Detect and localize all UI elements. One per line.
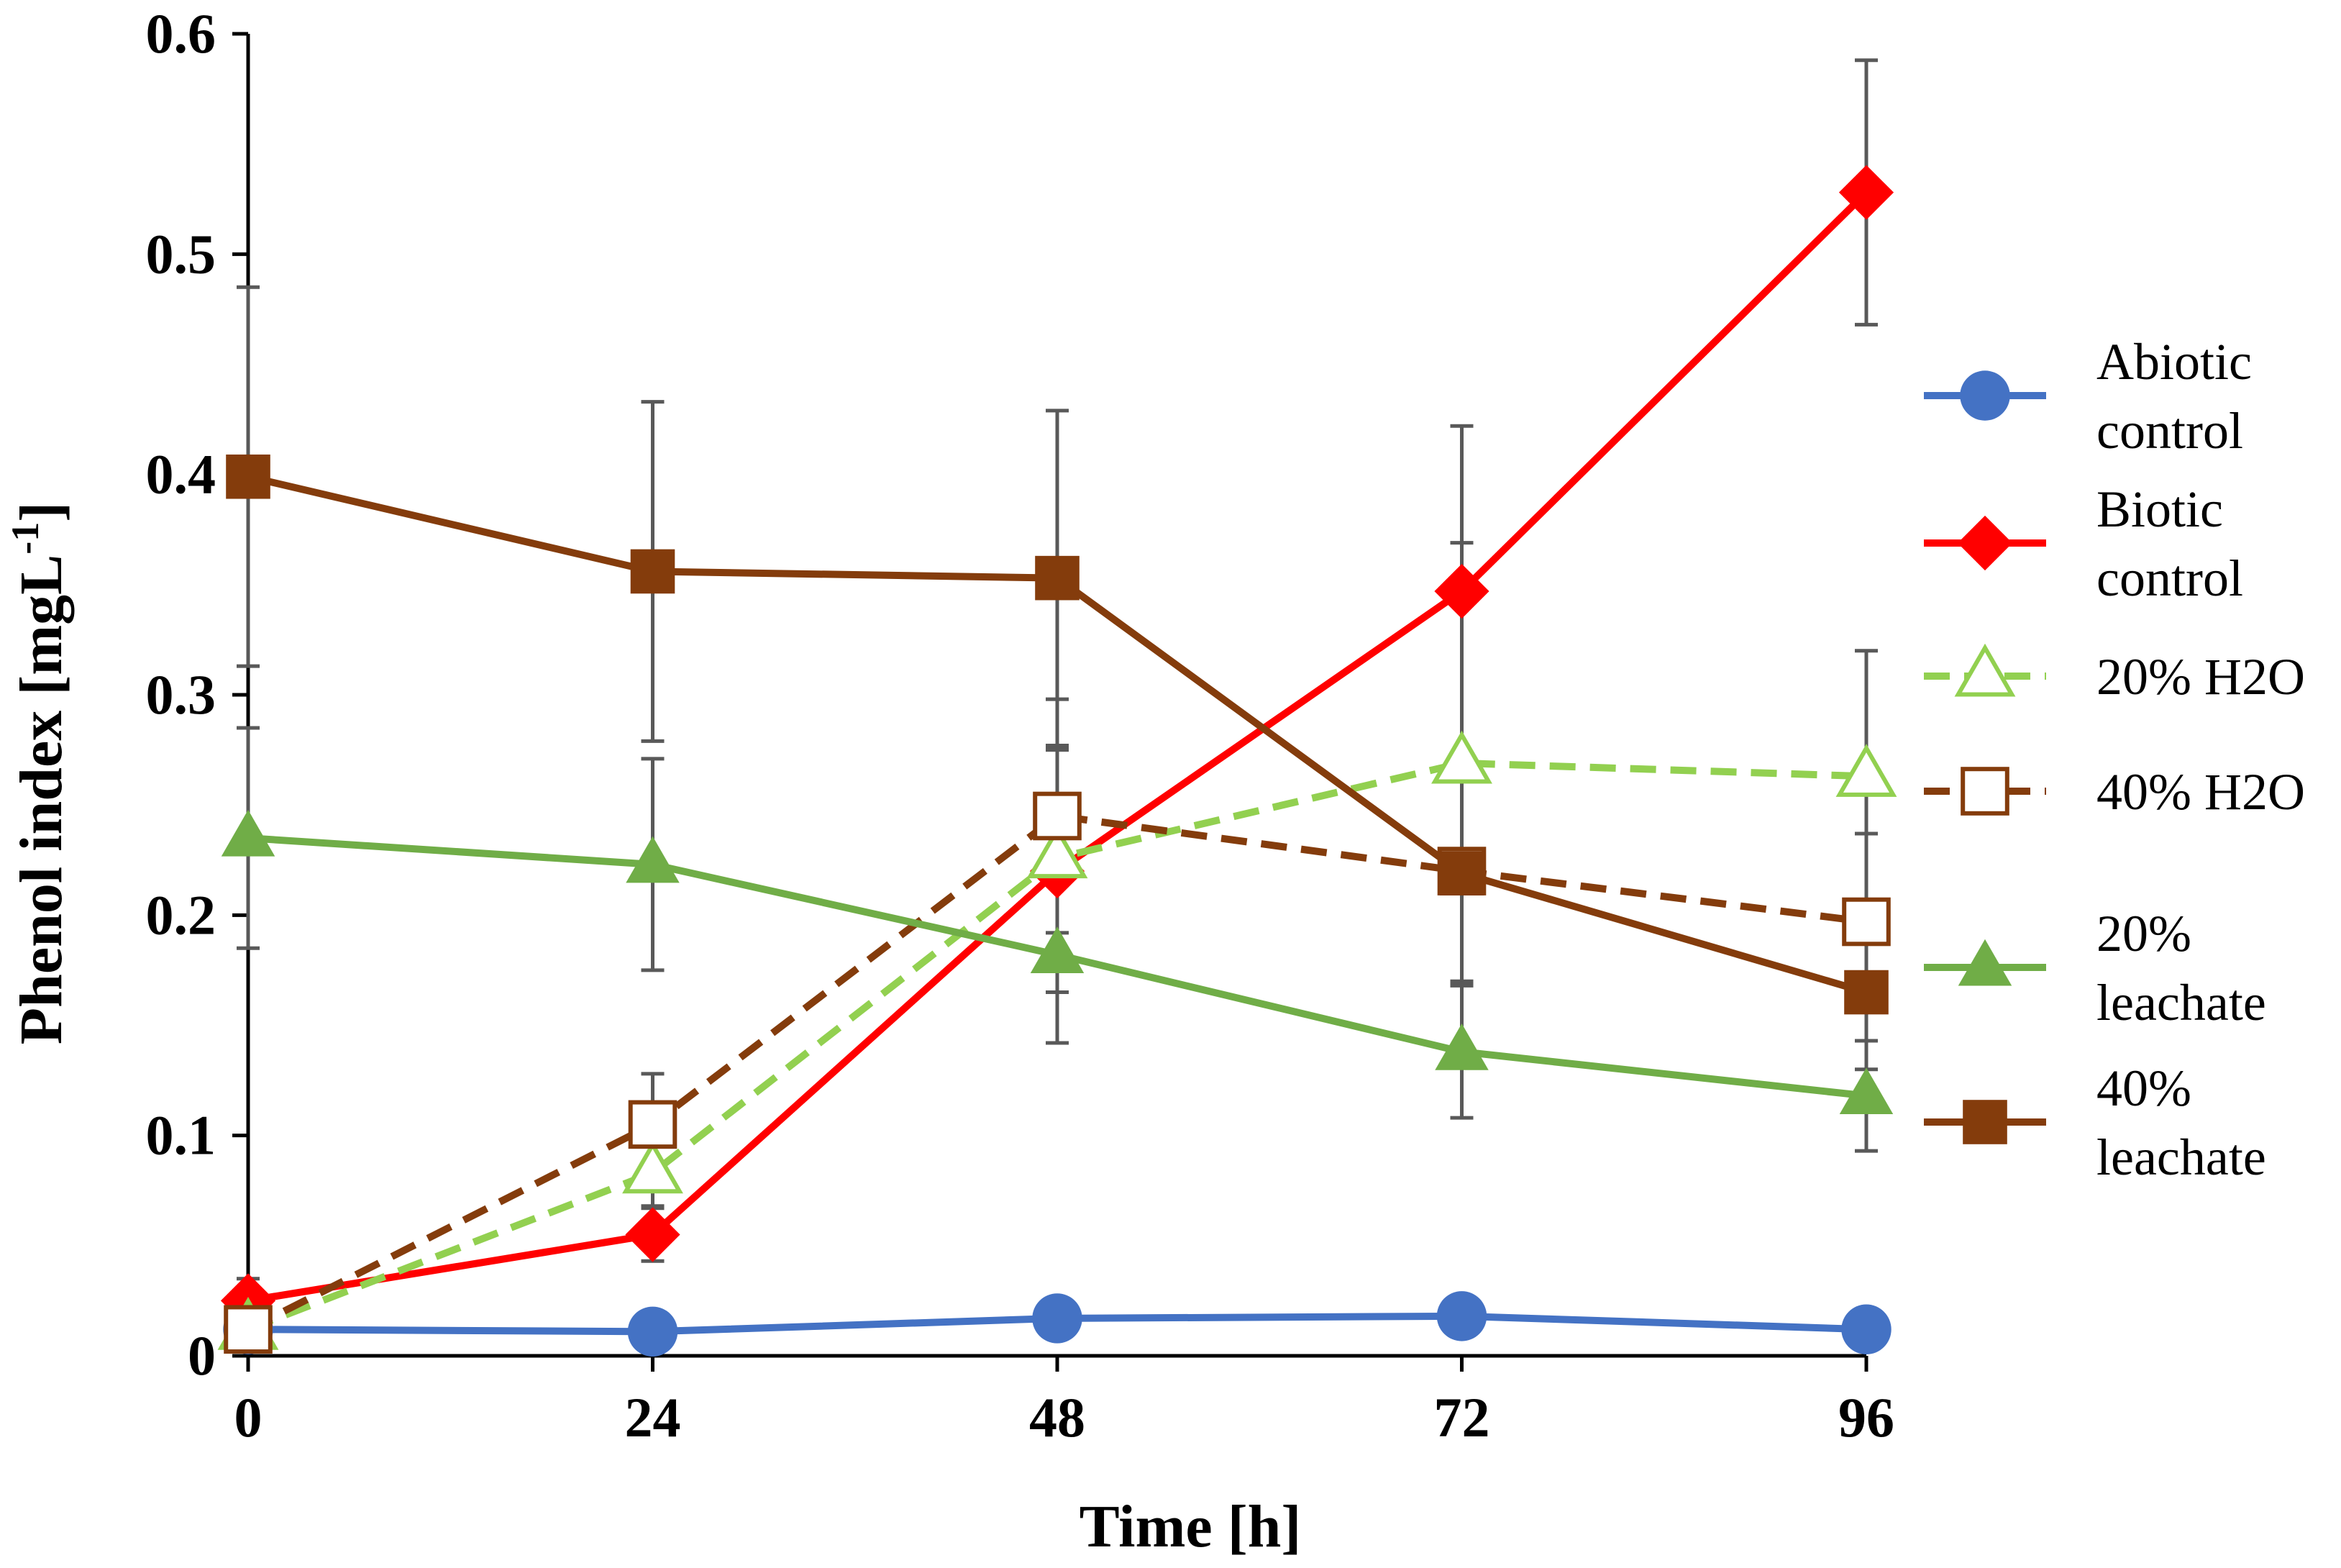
y-tick-label: 0.3	[146, 663, 216, 726]
legend-label: leachate	[2096, 1129, 2266, 1186]
series-markers	[217, 165, 1897, 1357]
y-tick-label: 0.1	[146, 1104, 216, 1167]
legend-marker-biotic-control	[1957, 515, 2013, 571]
data-point-40-h2o	[1842, 897, 1891, 947]
data-point-biotic-control	[625, 1207, 680, 1262]
legend: Abiotic control Biotic control 20% H2O 40% H2…	[1924, 333, 2305, 1186]
y-axis-title-superscript: -1	[4, 522, 47, 555]
y-axis-title: Phenol index [mgL-1]	[4, 502, 75, 1044]
legend-label: 20% H2O	[2096, 648, 2305, 706]
legend-label: leachate	[2096, 974, 2266, 1031]
data-point-abiotic-control	[627, 1306, 678, 1357]
data-point-40-leachate	[1439, 851, 1484, 895]
data-point-abiotic-control	[1436, 1291, 1487, 1341]
y-tick-label: 0.6	[146, 2, 216, 65]
y-tick-label: 0	[188, 1324, 216, 1387]
data-point-40-h2o	[628, 1100, 677, 1149]
data-point-40-leachate	[1035, 555, 1080, 601]
data-point-20-leachate	[221, 809, 275, 857]
data-point-40-leachate	[226, 454, 270, 499]
data-point-biotic-control	[1838, 165, 1894, 220]
data-point-40-h2o	[224, 1305, 273, 1354]
data-point-40-h2o	[1033, 791, 1082, 841]
legend-marker-abiotic-control	[1960, 370, 2010, 421]
error-bars	[237, 58, 1878, 1343]
legend-label: Abiotic	[2096, 333, 2252, 391]
y-tick-label: 0.5	[146, 222, 216, 285]
data-point-20-h2o	[622, 1140, 683, 1194]
legend-marker-40-h2o	[1961, 767, 2009, 816]
legend-item-biotic-control: Biotic control	[1924, 480, 2243, 607]
data-point-20-leachate	[1030, 926, 1085, 973]
legend-item-20-leachate: 20% leachate	[1924, 905, 2266, 1031]
y-axis-title-main: Phenol index [mgL	[8, 555, 75, 1044]
x-tick-label: 96	[1838, 1386, 1894, 1449]
x-axis-title: Time [h]	[1080, 1493, 1302, 1560]
y-tick-label: 0.2	[146, 883, 216, 946]
data-point-40-leachate	[630, 549, 675, 594]
axes	[232, 32, 1868, 1372]
data-point-20-h2o	[1431, 730, 1492, 784]
legend-item-abiotic-control: Abiotic control	[1924, 333, 2252, 460]
data-point-20-leachate	[626, 836, 680, 883]
axis-titles: Time [h] Phenol index [mgL-1]	[4, 502, 1301, 1560]
data-point-abiotic-control	[1841, 1304, 1891, 1354]
x-tick-label: 48	[1029, 1386, 1085, 1449]
series-line-40-h2o	[246, 812, 1867, 1333]
legend-label: control	[2096, 402, 2243, 460]
data-point-biotic-control	[1434, 563, 1489, 619]
legend-label: Biotic	[2096, 480, 2223, 538]
legend-label: 40% H2O	[2096, 763, 2305, 821]
tick-labels: 0 0.1 0.2 0.3 0.4 0.5 0.6 0 24 48 72 96	[146, 2, 1895, 1449]
data-point-40-leachate	[1844, 970, 1889, 1015]
data-point-20-leachate	[1435, 1024, 1489, 1070]
legend-marker-20-leachate	[1958, 939, 2012, 986]
x-tick-label: 72	[1434, 1386, 1490, 1449]
data-point-20-h2o	[1835, 744, 1897, 797]
legend-item-40-h2o: 40% H2O	[1924, 763, 2305, 821]
legend-label: 40%	[2096, 1059, 2191, 1117]
legend-marker-40-leachate	[1963, 1100, 2007, 1144]
legend-label: control	[2096, 550, 2243, 607]
legend-marker-20-h2o	[1954, 643, 2016, 697]
x-tick-label: 0	[234, 1386, 263, 1449]
y-tick-label: 0.4	[146, 443, 216, 506]
y-axis-title-suffix: ]	[8, 502, 75, 522]
data-point-abiotic-control	[1032, 1293, 1082, 1344]
legend-item-20-h2o: 20% H2O	[1924, 643, 2305, 706]
x-tick-label: 24	[625, 1386, 681, 1449]
legend-label: 20%	[2096, 905, 2191, 962]
data-point-20-h2o	[1026, 825, 1088, 879]
data-point-20-leachate	[1839, 1067, 1894, 1115]
legend-item-40-leachate: 40% leachate	[1924, 1059, 2266, 1186]
